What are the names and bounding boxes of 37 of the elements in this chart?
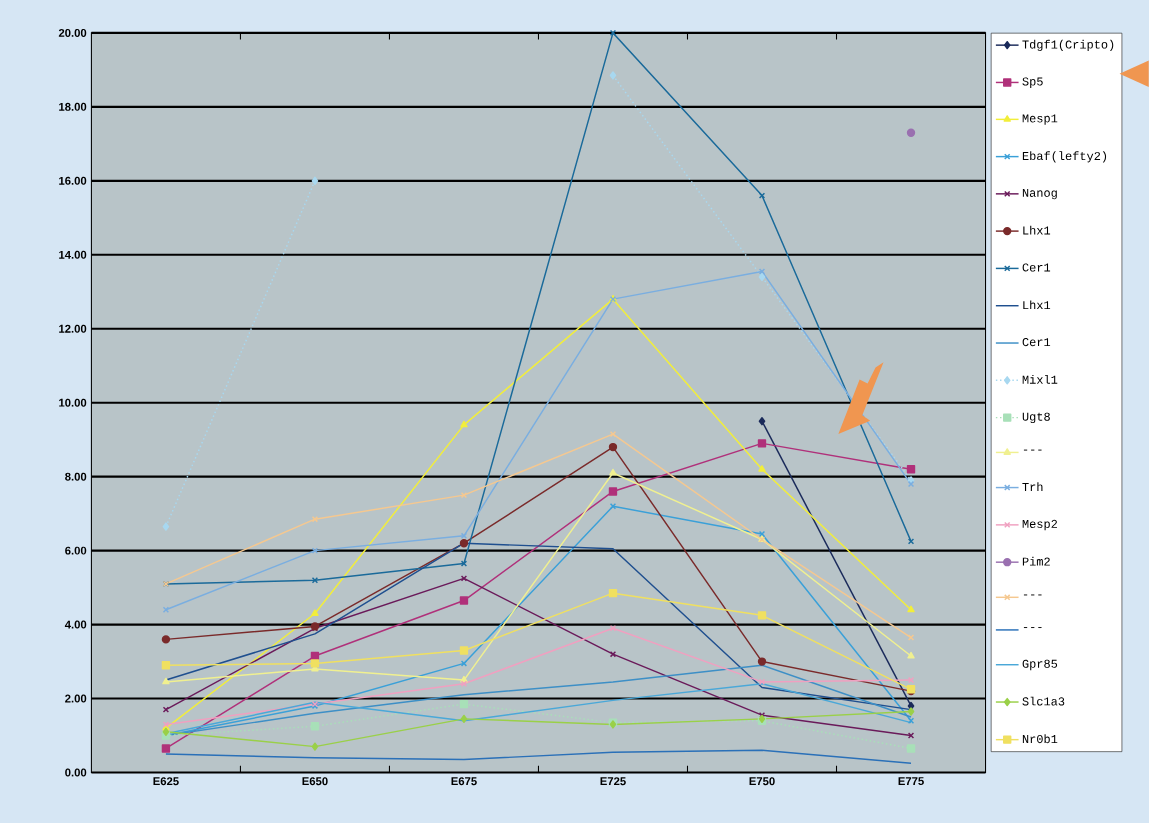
legend-label: Mesp1 (1022, 114, 1058, 125)
legend-label: Lhx1 (1023, 225, 1051, 235)
x-tick-label: E725 (600, 777, 626, 786)
x-tick-label: E675 (451, 777, 477, 786)
y-tick-label: 4.00 (64, 620, 87, 629)
legend-label: Lhx1 (1023, 300, 1051, 309)
legend-label: Cer1 (1022, 337, 1051, 346)
legend-label: Ugt8 (1022, 412, 1050, 423)
legend-label: Cer1 (1022, 263, 1051, 272)
legend-label: --- (1023, 449, 1042, 451)
legend-label: Slc1a3 (1022, 696, 1065, 706)
legend-label: Gpr85 (1022, 659, 1058, 671)
y-tick-label: 8.00 (65, 472, 87, 481)
x-tick-label: E775 (898, 777, 924, 785)
legend-label: Nr0b1 (1022, 734, 1058, 743)
y-tick-label: 12.00 (59, 324, 87, 333)
legend-label: Trh (1022, 482, 1043, 491)
y-tick-label: 0.00 (65, 768, 87, 777)
y-tick-label: 18.00 (59, 102, 87, 111)
x-tick-label: E625 (153, 777, 179, 786)
legend-label: Mixl1 (1022, 374, 1058, 384)
legend-label: Tdgf1(Cripto) (1022, 39, 1114, 51)
legend-label: Mesp2 (1022, 519, 1057, 531)
legend-label: Sp5 (1022, 77, 1043, 88)
x-tick-label: E650 (302, 777, 328, 786)
y-tick-label: 14.00 (59, 250, 87, 259)
legend-label: Ebaf(lefty2) (1022, 151, 1107, 163)
y-tick-label: 6.00 (65, 546, 87, 555)
y-tick-label: 20.00 (58, 28, 87, 37)
y-tick-label: 16.00 (59, 176, 87, 185)
legend-label: Nanog (1022, 188, 1057, 200)
legend-label: --- (1023, 594, 1042, 596)
x-tick-label: E750 (749, 777, 775, 786)
legend-label: Pim2 (1022, 556, 1050, 566)
y-tick-label: 2.00 (65, 694, 87, 703)
y-tick-label: 10.00 (59, 398, 87, 407)
legend-label: --- (1023, 626, 1042, 628)
